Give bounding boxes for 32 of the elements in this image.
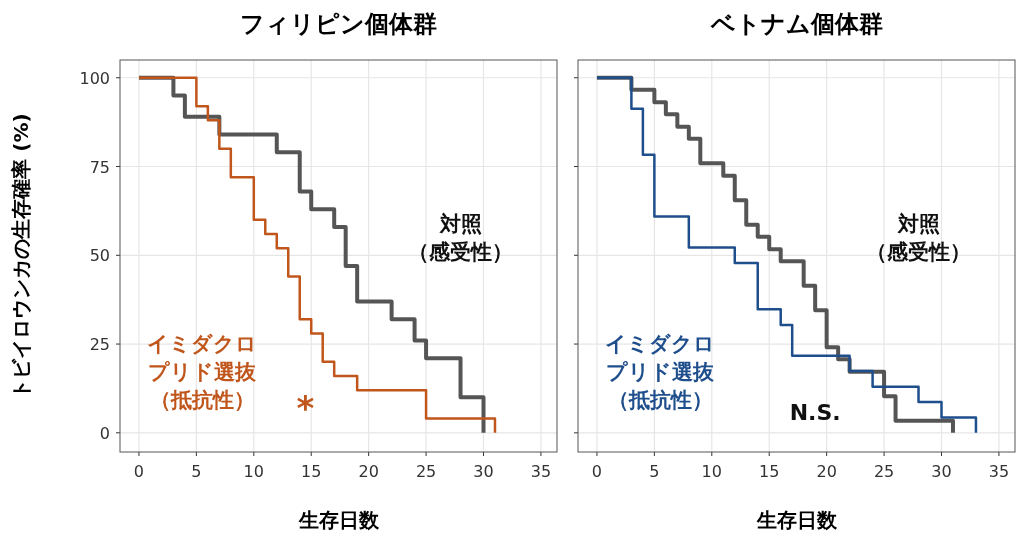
chart-title: フィリピン個体群 xyxy=(240,10,437,38)
y-tick-label: 0 xyxy=(99,423,110,443)
x-tick-label: 35 xyxy=(530,462,552,481)
x-tick-label: 20 xyxy=(358,462,379,481)
x-tick-label: 5 xyxy=(191,462,202,481)
y-tick-label: 75 xyxy=(89,157,110,177)
x-tick-label: 30 xyxy=(473,462,494,481)
annotation: N.S. xyxy=(789,399,841,425)
x-tick-label: 0 xyxy=(133,462,145,481)
x-tick-label: 0 xyxy=(591,462,603,481)
x-tick-label: 20 xyxy=(816,462,837,481)
y-tick-label: 50 xyxy=(89,246,110,266)
x-tick-label: 5 xyxy=(649,462,660,481)
x-axis-title: 生存日数 xyxy=(297,508,380,532)
text: イミダクロプリド選抜（抵抗性） xyxy=(147,332,258,413)
y-axis-title: トビイロウンカの生存確率 (%) xyxy=(9,113,33,399)
x-tick-label: 10 xyxy=(701,462,722,481)
text: イミダクロプリド選抜（抵抗性） xyxy=(605,332,716,413)
y-tick-label: 25 xyxy=(89,335,110,355)
x-axis-title: 生存日数 xyxy=(755,508,838,532)
x-tick-label: 25 xyxy=(873,462,895,481)
chart-title: ベトナム個体群 xyxy=(709,10,883,38)
x-tick-label: 15 xyxy=(301,462,322,481)
series-label: 対照（感受性） xyxy=(408,211,514,264)
annotation: * xyxy=(296,387,315,428)
x-tick-label: 30 xyxy=(931,462,952,481)
x-tick-label: 35 xyxy=(988,462,1010,481)
x-tick-label: 10 xyxy=(243,462,264,481)
text: 対照（感受性） xyxy=(866,211,972,264)
x-tick-label: 25 xyxy=(415,462,437,481)
y-tick-label: 100 xyxy=(79,68,110,88)
x-tick-label: 15 xyxy=(759,462,780,481)
